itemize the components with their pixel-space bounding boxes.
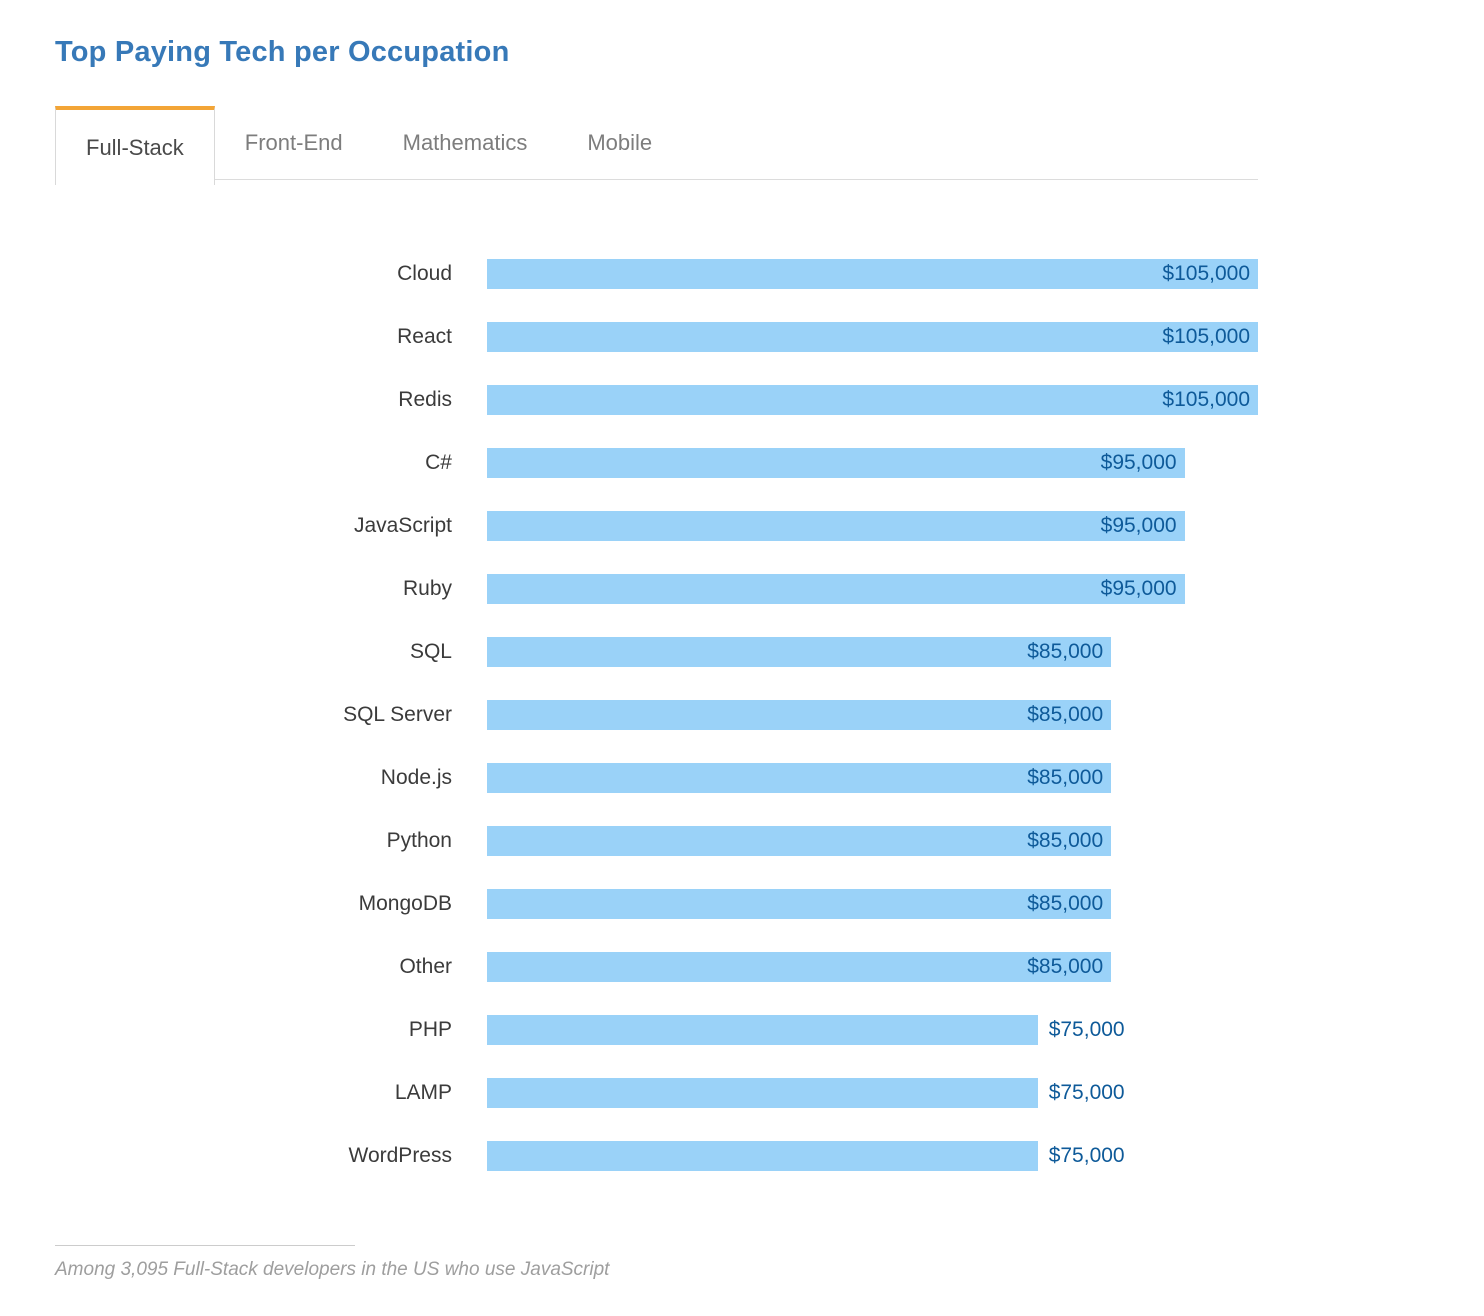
bar-track: $95,000: [487, 447, 1258, 478]
bar-sql-server[interactable]: $85,000: [487, 699, 1112, 730]
bar-track: $95,000: [487, 510, 1258, 541]
value-label: $85,000: [1027, 891, 1104, 915]
category-label: PHP: [408, 1017, 452, 1041]
category-label: React: [397, 324, 452, 348]
bar-javascript[interactable]: $95,000: [487, 510, 1185, 541]
bar-sql[interactable]: $85,000: [487, 636, 1112, 667]
bar-c[interactable]: $95,000: [487, 447, 1185, 478]
tab-label: Front-End: [244, 129, 343, 155]
page: Top Paying Tech per Occupation Full-Stac…: [55, 36, 1484, 1280]
bar-python[interactable]: $85,000: [487, 825, 1112, 856]
chart-row-python: Python $85,000: [55, 809, 1484, 872]
category-label: MongoDB: [358, 891, 452, 915]
chart-row-mongodb: MongoDB $85,000: [55, 872, 1484, 935]
category-label: SQL: [409, 639, 452, 663]
bar-cloud[interactable]: $105,000: [487, 258, 1258, 289]
footnote-divider: [55, 1245, 355, 1246]
tab-bar: Full-Stack Front-End Mathematics Mobile: [55, 106, 1258, 186]
bar-chart: Cloud $105,000 React $105,000 Redis $105,000 C…: [55, 242, 1484, 1187]
tab-label: Full-Stack: [86, 134, 184, 160]
category-label: Node.js: [380, 765, 452, 789]
value-label: $105,000: [1162, 387, 1250, 411]
bar-wordpress[interactable]: [487, 1140, 1038, 1171]
bar-mongodb[interactable]: $85,000: [487, 888, 1112, 919]
bar-track: $75,000: [487, 1014, 1258, 1045]
tab-mathematics[interactable]: Mathematics: [372, 106, 558, 180]
bar-track: $75,000: [487, 1077, 1258, 1108]
value-label: $85,000: [1027, 954, 1104, 978]
category-label: C#: [425, 450, 452, 474]
chart-row-cloud: Cloud $105,000: [55, 242, 1484, 305]
chart-row-react: React $105,000: [55, 305, 1484, 368]
bar-track: $105,000: [487, 384, 1258, 415]
bar-php[interactable]: [487, 1014, 1038, 1045]
tab-full-stack[interactable]: Full-Stack: [55, 106, 215, 185]
chart-row-other: Other $85,000: [55, 935, 1484, 998]
value-label: $85,000: [1027, 639, 1104, 663]
chart-row-ruby: Ruby $95,000: [55, 557, 1484, 620]
value-label: $75,000: [1048, 1080, 1125, 1104]
bar-track: $85,000: [487, 699, 1258, 730]
chart-row-lamp: LAMP $75,000: [55, 1061, 1484, 1124]
bar-track: $75,000: [487, 1140, 1258, 1171]
bar-track: $85,000: [487, 951, 1258, 982]
value-label: $95,000: [1100, 450, 1177, 474]
bar-track: $85,000: [487, 825, 1258, 856]
bar-other[interactable]: $85,000: [487, 951, 1112, 982]
category-label: SQL Server: [343, 702, 452, 726]
bar-track: $105,000: [487, 258, 1258, 289]
category-label: LAMP: [394, 1080, 452, 1104]
bar-track: $105,000: [487, 321, 1258, 352]
tab-label: Mobile: [587, 129, 653, 155]
value-label: $75,000: [1048, 1017, 1125, 1041]
bar-track: $95,000: [487, 573, 1258, 604]
chart-row-c: C# $95,000: [55, 431, 1484, 494]
value-label: $75,000: [1048, 1143, 1125, 1167]
category-label: Ruby: [402, 576, 452, 600]
tab-mobile[interactable]: Mobile: [557, 106, 683, 180]
value-label: $85,000: [1027, 702, 1104, 726]
category-label: Cloud: [397, 261, 452, 285]
bar-lamp[interactable]: [487, 1077, 1038, 1108]
chart-row-redis: Redis $105,000: [55, 368, 1484, 431]
value-label: $105,000: [1162, 261, 1250, 285]
chart-row-wordpress: WordPress $75,000: [55, 1124, 1484, 1187]
value-label: $95,000: [1100, 513, 1177, 537]
bar-track: $85,000: [487, 762, 1258, 793]
bar-track: $85,000: [487, 888, 1258, 919]
category-label: Redis: [398, 387, 452, 411]
value-label: $95,000: [1100, 576, 1177, 600]
footnote: Among 3,095 Full-Stack developers in the…: [55, 1259, 610, 1280]
category-label: JavaScript: [353, 513, 452, 537]
tab-front-end[interactable]: Front-End: [214, 106, 373, 180]
tab-label: Mathematics: [402, 129, 528, 155]
chart-row-sql: SQL $85,000: [55, 620, 1484, 683]
category-label: Other: [399, 954, 452, 978]
bar-ruby[interactable]: $95,000: [487, 573, 1185, 604]
category-label: Python: [386, 828, 452, 852]
bar-react[interactable]: $105,000: [487, 321, 1258, 352]
chart-row-node-js: Node.js $85,000: [55, 746, 1484, 809]
chart-row-javascript: JavaScript $95,000: [55, 494, 1484, 557]
tab-bar-baseline: [682, 106, 1258, 180]
page-title: Top Paying Tech per Occupation: [55, 36, 510, 68]
chart-row-php: PHP $75,000: [55, 998, 1484, 1061]
bar-node-js[interactable]: $85,000: [487, 762, 1112, 793]
bar-redis[interactable]: $105,000: [487, 384, 1258, 415]
bar-track: $85,000: [487, 636, 1258, 667]
chart-row-sql-server: SQL Server $85,000: [55, 683, 1484, 746]
value-label: $85,000: [1027, 765, 1104, 789]
value-label: $105,000: [1162, 324, 1250, 348]
value-label: $85,000: [1027, 828, 1104, 852]
category-label: WordPress: [348, 1143, 452, 1167]
